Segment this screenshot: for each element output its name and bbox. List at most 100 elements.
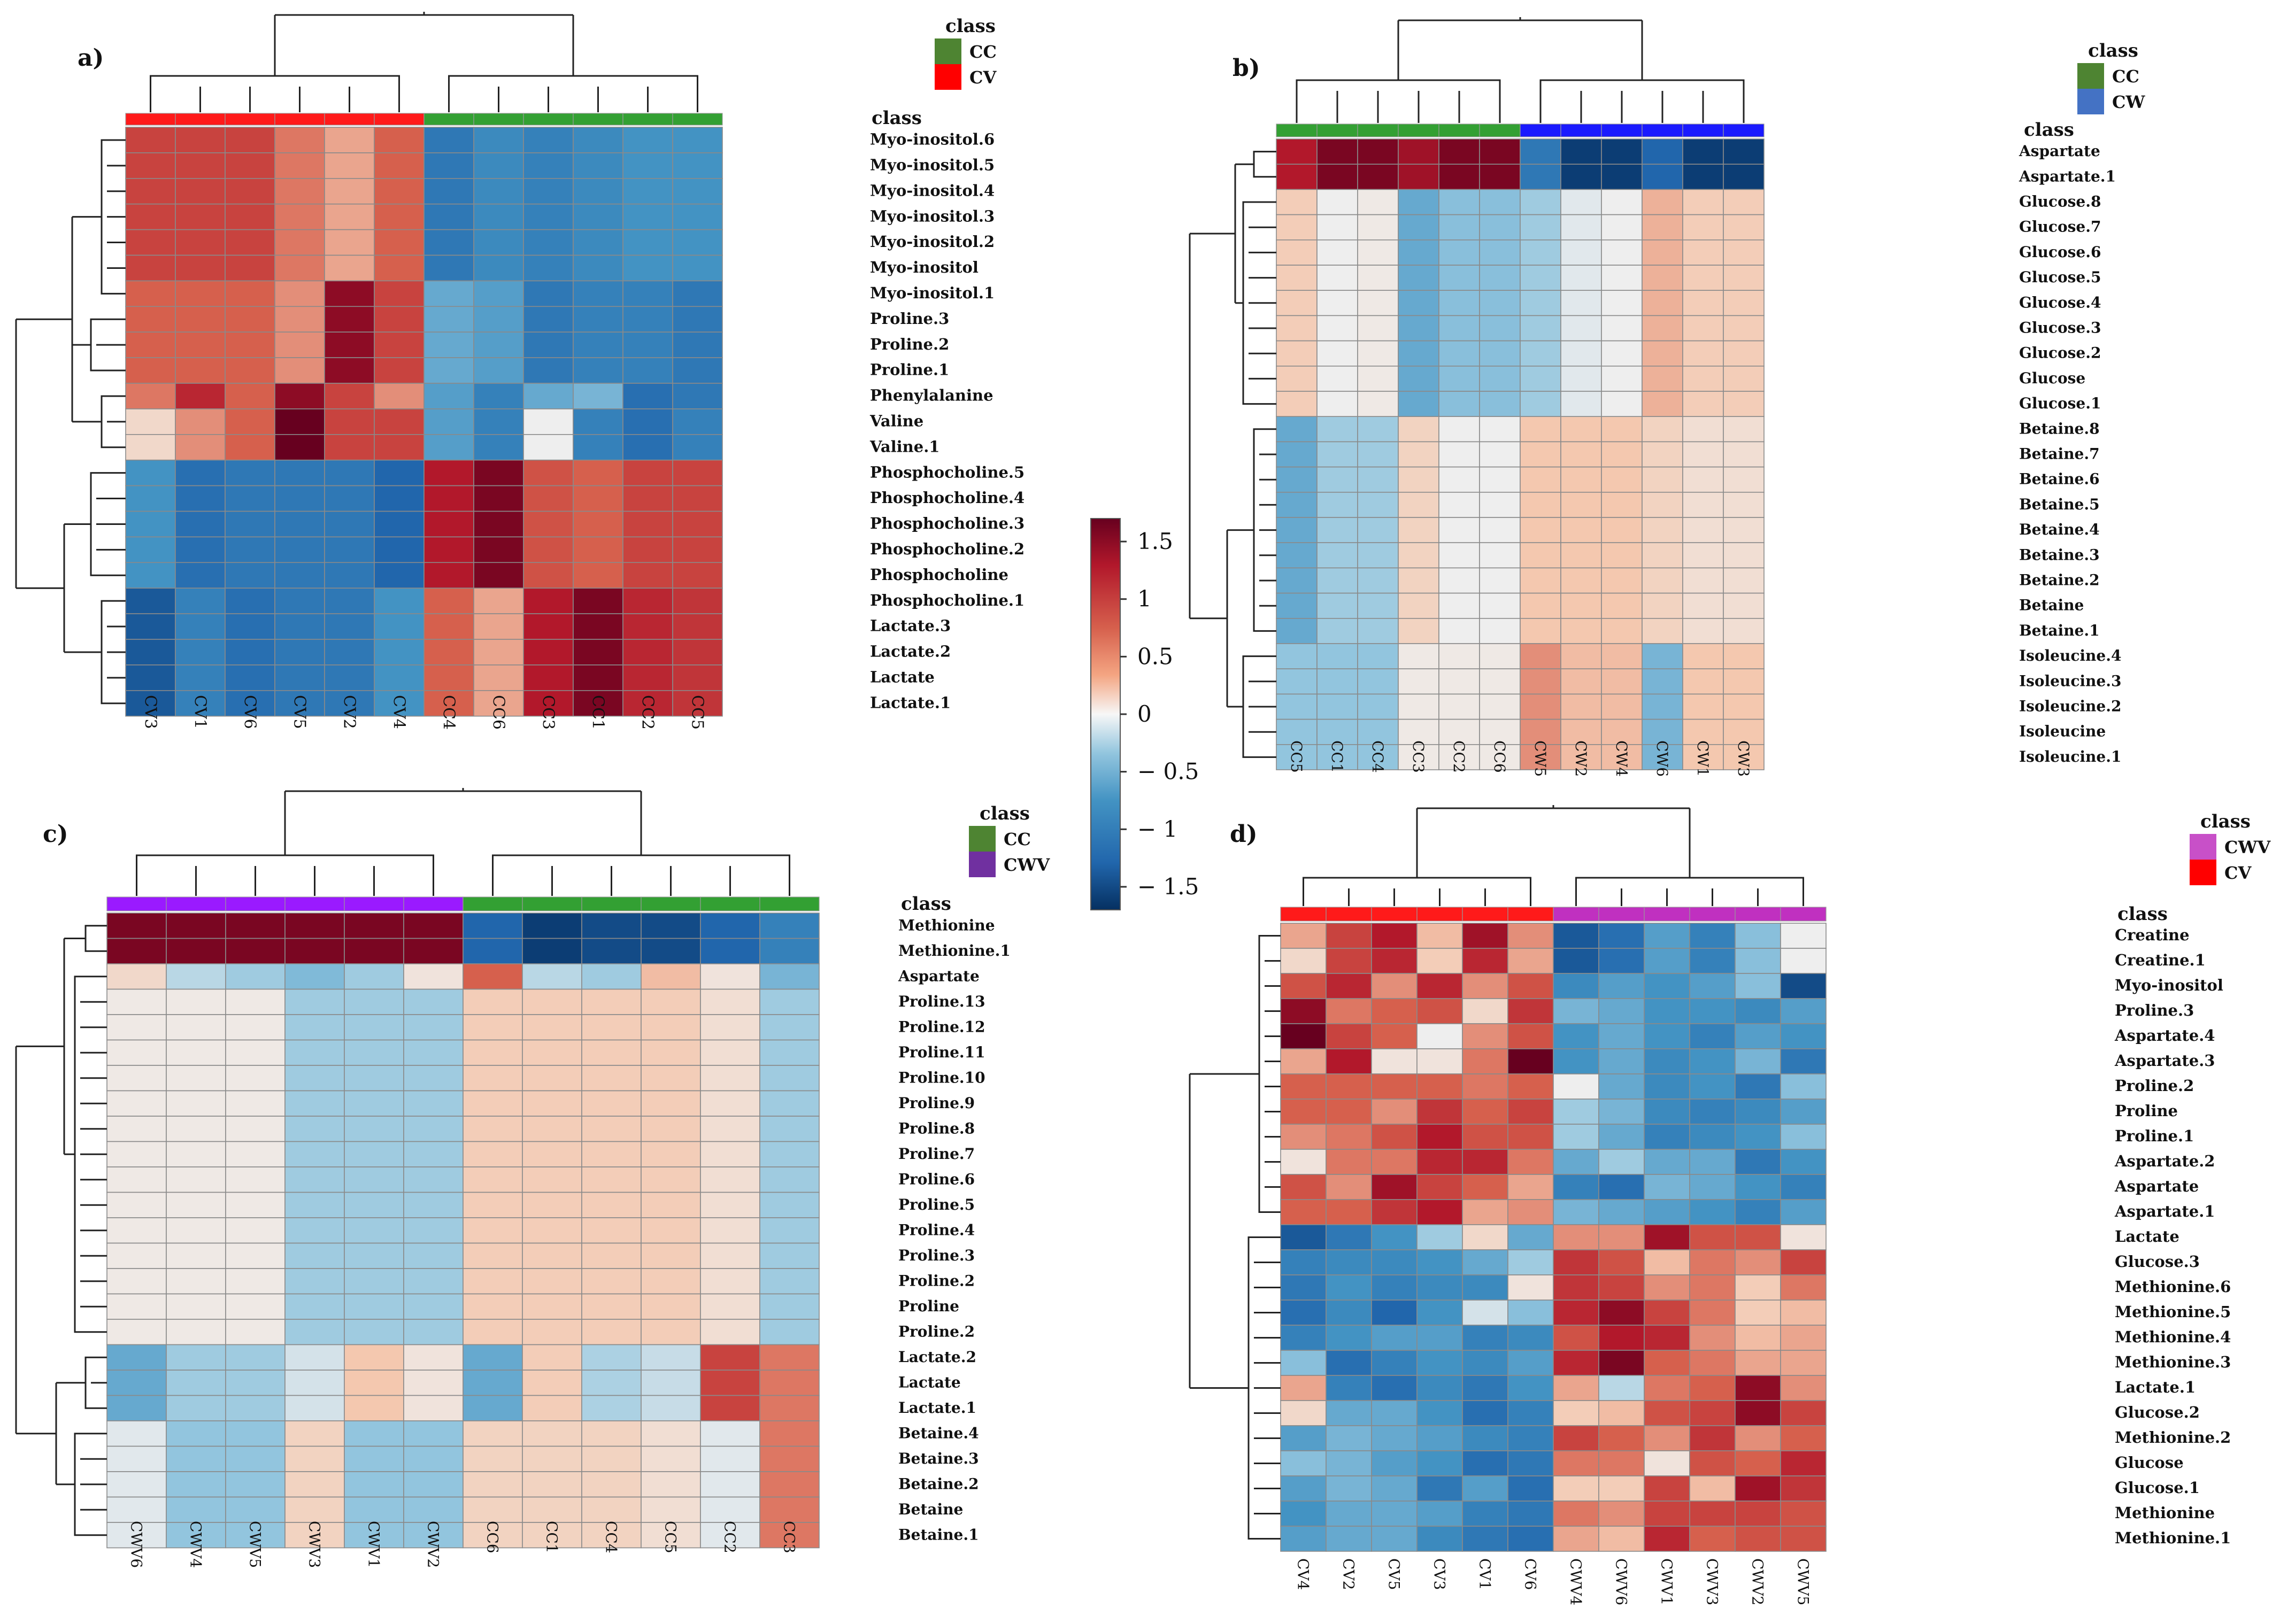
class-bar-cell [423, 113, 474, 126]
heatmap-cell [1682, 416, 1724, 443]
heatmap-cell [1520, 618, 1561, 644]
class-bar-cell [641, 896, 701, 911]
heatmap-cell [522, 1116, 582, 1142]
row-label: Methionine.3 [2115, 1353, 2231, 1371]
heatmap-cell [581, 1293, 642, 1320]
heatmap-cell [1276, 618, 1318, 644]
heatmap-cell [1598, 1400, 1645, 1426]
heatmap-cell [1601, 315, 1643, 342]
heatmap-cell [1371, 1124, 1418, 1150]
heatmap-cell [225, 152, 275, 179]
heatmap-cell [1507, 1124, 1554, 1150]
heatmap-cell [1642, 138, 1683, 165]
heatmap-cell [1598, 1023, 1645, 1049]
heatmap-cell [1316, 542, 1358, 569]
heatmap-cell [166, 1166, 226, 1193]
row-label: Betaine.3 [2019, 546, 2100, 563]
heatmap-cell [344, 1090, 404, 1117]
heatmap-cell [1644, 1174, 1690, 1200]
class-bar-cell [1357, 123, 1399, 137]
row-label: Proline.2 [898, 1272, 975, 1289]
heatmap-cell [759, 1445, 820, 1472]
heatmap-cell [573, 587, 623, 614]
heatmap-cell [523, 664, 574, 691]
row-label: Myo-inositol [870, 258, 979, 276]
class-bar-cell [1316, 123, 1358, 137]
heatmap-cell [700, 1370, 760, 1396]
heatmap-cell [581, 1141, 642, 1167]
heatmap-cell [374, 127, 425, 153]
heatmap-cell [463, 1522, 523, 1549]
column-label: CW4 [1613, 740, 1630, 777]
heatmap-cell [324, 434, 375, 461]
heatmap-cell [1371, 1501, 1418, 1527]
heatmap-cell [1479, 718, 1521, 745]
heatmap-cell [284, 1141, 345, 1167]
heatmap-cell [374, 177, 425, 205]
heatmap-cell [573, 639, 623, 666]
heatmap-cell [1598, 1124, 1645, 1150]
heatmap-cell [403, 963, 464, 990]
heatmap-cell [1780, 1425, 1827, 1451]
class-bar-cell [573, 113, 623, 126]
heatmap-cell [1371, 1300, 1418, 1326]
heatmap-cell [1520, 391, 1561, 417]
heatmap-cell [1553, 1073, 1599, 1100]
heatmap-cell [1507, 973, 1554, 999]
column-label: CC6 [1491, 740, 1508, 773]
heatmap-cell [1316, 718, 1358, 745]
heatmap-cell [344, 1420, 404, 1447]
heatmap-cell [1479, 668, 1521, 695]
heatmap-cell [522, 1319, 582, 1345]
heatmap-cell [1507, 1224, 1554, 1250]
heatmap-cell [1357, 391, 1399, 417]
heatmap-cell [324, 229, 375, 256]
heatmap-cell [125, 664, 176, 691]
heatmap-cell [403, 1420, 464, 1447]
heatmap-cell [1438, 718, 1480, 745]
heatmap-cell [1560, 592, 1602, 619]
class-bar-cell [1398, 123, 1439, 137]
row-label: Aspartate [898, 967, 980, 985]
heatmap-cell [1479, 265, 1521, 291]
heatmap-cell [284, 1268, 345, 1295]
class-bar-cell [1735, 907, 1781, 922]
heatmap-cell [175, 152, 226, 179]
heatmap-cell [1601, 214, 1643, 241]
heatmap-cell [622, 357, 673, 384]
heatmap-cell [1642, 643, 1683, 670]
heatmap-cell [1723, 592, 1765, 619]
row-label: Glucose.6 [2019, 243, 2101, 261]
heatmap-cell [672, 690, 723, 717]
heatmap-cell [1723, 138, 1765, 165]
heatmap-cell [1682, 592, 1724, 619]
heatmap-cell [1520, 491, 1561, 518]
heatmap-cell [1560, 214, 1602, 241]
heatmap-cell [672, 536, 723, 563]
legend-entry: CV [969, 67, 997, 88]
row-label: Glucose.2 [2019, 344, 2101, 362]
class-bar-cell [700, 896, 760, 911]
column-label: CC3 [781, 1521, 798, 1553]
legend-entry: CC [1004, 829, 1031, 849]
heatmap-cell [672, 383, 723, 409]
heatmap-cell [759, 1065, 820, 1092]
heatmap-cell [573, 664, 623, 691]
heatmap-cell [1598, 1450, 1645, 1476]
heatmap-cell [374, 485, 425, 512]
heatmap-cell [1723, 718, 1765, 745]
heatmap-cell [1553, 923, 1599, 949]
row-label: Betaine [2019, 597, 2084, 614]
heatmap-cell [700, 1496, 760, 1523]
heatmap-cell [523, 331, 574, 358]
heatmap-cell [1644, 1375, 1690, 1401]
row-label: Aspartate [2114, 1177, 2199, 1195]
heatmap-cell [581, 1445, 642, 1472]
heatmap-cell [1398, 189, 1439, 215]
class-bar-cell [1723, 123, 1765, 137]
heatmap-cell [1682, 164, 1724, 190]
heatmap-cell [463, 1395, 523, 1421]
heatmap-panel-3: c)classMethionineMethionine.1AspartatePr… [15, 788, 1050, 1568]
heatmap-cell [1438, 391, 1480, 417]
row-label: Glucose [2115, 1453, 2184, 1472]
